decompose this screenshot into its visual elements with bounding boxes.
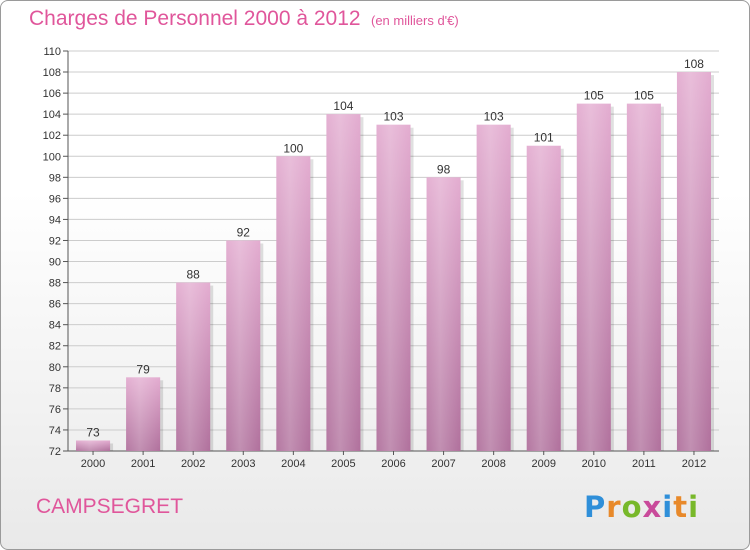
logo-letter: P [584,490,607,524]
bar-highlight [276,156,311,451]
labels: 72 74 76 78 80 82 84 86 88 90 92 94 96 98 100 102 104 106… [43,46,707,470]
x-tick-label: 2001 [131,458,155,470]
bar-value-label: 103 [484,110,504,124]
bar-highlight [376,124,411,452]
y-tick-label: 104 [43,109,61,121]
y-tick-label: 84 [49,320,61,332]
bar-value-label: 101 [534,131,554,145]
x-tick-label: 2010 [582,458,606,470]
logo-letter: x [642,490,663,524]
y-tick-label: 106 [43,88,61,100]
bar-highlight [326,114,361,451]
bar-value-label: 105 [584,89,604,103]
x-tick-label: 2003 [231,458,255,470]
y-tick-label: 76 [49,404,61,416]
x-tick-label: 2000 [81,458,105,470]
bar-highlight [476,124,511,452]
bar-highlight [576,103,611,451]
bar-highlight [226,240,261,451]
y-tick-label: 78 [49,383,61,395]
y-tick-label: 100 [43,151,61,163]
bar-highlight [626,103,661,451]
y-tick-label: 90 [49,257,61,269]
commune-name: CAMPSEGRET [36,495,184,518]
bar-value-label: 103 [383,110,403,124]
bar-value-label: 108 [684,57,704,71]
x-tick-label: 2006 [381,458,405,470]
y-tick-label: 96 [49,193,61,205]
bar-value-label: 73 [86,425,100,439]
bar-highlight [76,440,111,451]
y-tick-label: 82 [49,341,61,353]
bars [76,72,714,452]
chart-title: Charges de Personnel 2000 à 2012 [29,7,361,30]
bar-highlight [176,282,211,451]
x-tick-label: 2011 [632,458,656,470]
y-tick-label: 92 [49,235,61,247]
bar-value-label: 88 [187,268,201,282]
y-tick-label: 102 [43,130,61,142]
bar-highlight [126,377,161,451]
y-tick-label: 72 [49,446,61,458]
y-tick-label: 80 [49,362,61,374]
y-tick-label: 108 [43,67,61,79]
x-tick-label: 2004 [281,458,305,470]
bar-highlight [676,72,711,451]
logo-letter: i [662,490,674,524]
proxiti-logo: Proxiti [584,490,699,524]
bar-value-label: 100 [283,141,303,155]
bar-value-label: 92 [237,225,251,239]
x-tick-label: 2009 [531,458,555,470]
x-tick-label: 2005 [331,458,355,470]
bar-highlight [526,145,561,451]
bar-value-label: 98 [437,162,451,176]
chart-subtitle: (en milliers d'€) [371,13,459,28]
y-tick-label: 74 [49,425,61,437]
x-tick-label: 2002 [181,458,205,470]
bar-value-label: 79 [136,362,150,376]
bar-value-label: 105 [634,89,654,103]
x-tick-label: 2012 [682,458,706,470]
x-tick-label: 2007 [431,458,455,470]
logo-letter: r [606,490,622,524]
y-tick-label: 88 [49,278,61,290]
logo-letter: o [621,490,643,524]
y-tick-label: 86 [49,299,61,311]
x-tick-label: 2008 [481,458,505,470]
y-tick-label: 98 [49,172,61,184]
y-tick-label: 110 [43,46,61,58]
logo-letter: t [673,490,689,524]
bar-highlight [426,177,461,451]
bar-value-label: 104 [333,99,353,113]
logo-letter: i [688,490,700,524]
y-tick-label: 94 [49,214,61,226]
